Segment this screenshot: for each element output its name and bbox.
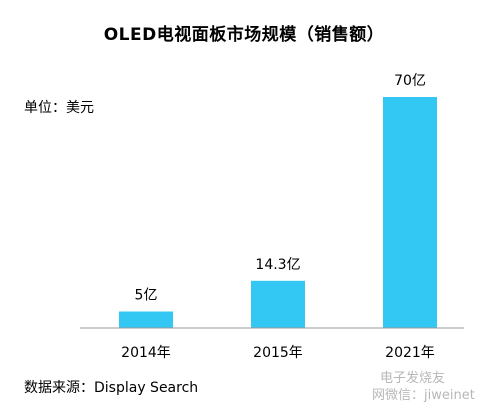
chart-title: OLED电视面板市场规模（销售额） <box>104 24 385 45</box>
source-label: 数据来源：Display Search <box>24 380 198 396</box>
x-tick-label-0: 2014年 <box>121 345 171 361</box>
x-tick-labels: 2014年 2015年 2021年 <box>121 345 435 361</box>
data-labels-group: 5亿 14.3亿 70亿 <box>135 73 426 304</box>
data-label-1: 14.3亿 <box>255 257 300 273</box>
data-label-0: 5亿 <box>135 288 158 304</box>
bar-0 <box>119 311 173 328</box>
x-tick-label-1: 2015年 <box>253 345 303 361</box>
watermark-line-1: 电子发烧友 <box>380 370 445 386</box>
bar-1 <box>251 280 305 328</box>
x-tick-label-2: 2021年 <box>385 345 435 361</box>
watermark-line-2: 网微信：jiweinet <box>372 388 475 403</box>
data-label-2: 70亿 <box>394 73 426 89</box>
bars-group <box>119 97 437 328</box>
bar-2 <box>383 97 437 328</box>
watermark: 电子发烧友 网微信：jiweinet <box>372 370 475 403</box>
unit-label: 单位：美元 <box>24 100 94 116</box>
